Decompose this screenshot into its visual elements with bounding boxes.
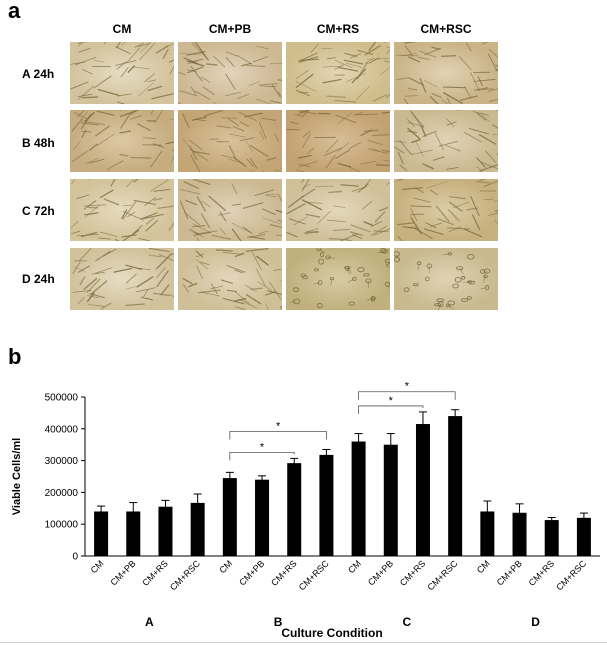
bar [126,511,141,556]
x-tick-label: CM+RSC [425,558,459,592]
y-tick-label: 300000 [45,456,79,467]
row-header-a-24h: A 24h [22,67,55,81]
x-tick-label: CM+RSC [297,558,331,592]
bar [544,520,559,556]
x-tick-label: CM+RSC [168,558,202,592]
micrograph-tile [286,110,390,172]
bar [480,511,495,556]
x-axis-title: Culture Condition [281,626,382,640]
column-header-cm: CM [112,22,132,36]
y-tick-label: 100000 [45,520,79,531]
group-label: A [145,615,154,629]
bar [158,506,173,556]
x-tick-label: CM+RS [140,558,170,588]
column-header-cm-pb: CM+PB [208,22,252,36]
x-tick-label: CM [475,558,492,575]
row-header-c-72h: C 72h [22,204,55,218]
micrograph-tile [178,110,282,172]
micrograph-tile [394,248,498,310]
micrograph-tile [394,110,498,172]
bar [287,463,302,556]
bar [255,479,270,556]
row-header-d-24h: D 24h [22,272,55,286]
significance-bracket [229,451,295,461]
micrograph-tile [178,42,282,104]
x-tick-label: CM+PB [366,558,395,587]
bar [94,511,109,556]
bar [319,454,334,556]
bar [383,444,398,556]
bar [512,512,527,556]
y-tick-label: 0 [72,552,78,563]
significance-star: * [405,381,410,393]
micrograph-tile [286,179,390,241]
bar [415,424,430,556]
x-tick-label: CM+RS [269,558,299,588]
x-tick-label: CM+PB [237,558,266,587]
micrograph-tile [286,42,390,104]
x-tick-label: CM+PB [109,558,138,587]
x-tick-label: CM+RS [398,558,428,588]
micrograph-tile [394,179,498,241]
x-tick-label: CM+PB [495,558,524,587]
x-tick-label: CM+RS [527,558,557,588]
column-header-cm-rs: CM+RS [316,22,360,36]
y-tick-label: 400000 [45,424,79,435]
panel-b-label: b [8,344,22,369]
micrograph-tile [178,179,282,241]
y-tick-label: 200000 [45,488,79,499]
bottom-divider [0,642,607,643]
group-label: C [403,615,412,629]
significance-star: * [389,395,394,407]
bar [190,502,205,556]
significance-bracket [358,405,424,414]
micrograph-tile [178,248,282,310]
significance-bracket [358,391,456,400]
viable-cells-bar-chart: 0 100000 200000 300000 400000 500000 Viable Ce… [11,381,600,640]
x-tick-label: CM [217,558,234,575]
bar [576,517,591,556]
bar [222,478,237,556]
group-label: D [531,615,540,629]
group-label: B [274,615,283,629]
row-header-b-48h: B 48h [22,136,55,150]
micrograph-tile [70,248,174,310]
significance-bracket [229,431,327,440]
panel-a-label: a [8,0,21,23]
x-tick-label: CM [346,558,363,575]
bar [351,441,366,556]
micrograph-tile [70,179,174,241]
bar [448,416,463,556]
micrograph-tile [286,248,390,310]
micrograph-tile [70,42,174,104]
column-header-cm-rsc: CM+RSC [420,22,472,36]
micrograph-tile [394,42,498,104]
x-tick-label: CM [89,558,106,575]
significance-star: * [276,420,281,432]
significance-star: * [260,441,265,453]
y-axis-title: Viable Cells/ml [11,438,23,515]
y-tick-label: 500000 [45,393,79,404]
micrograph-tile [70,110,174,172]
x-tick-label: CM+RSC [554,558,588,592]
